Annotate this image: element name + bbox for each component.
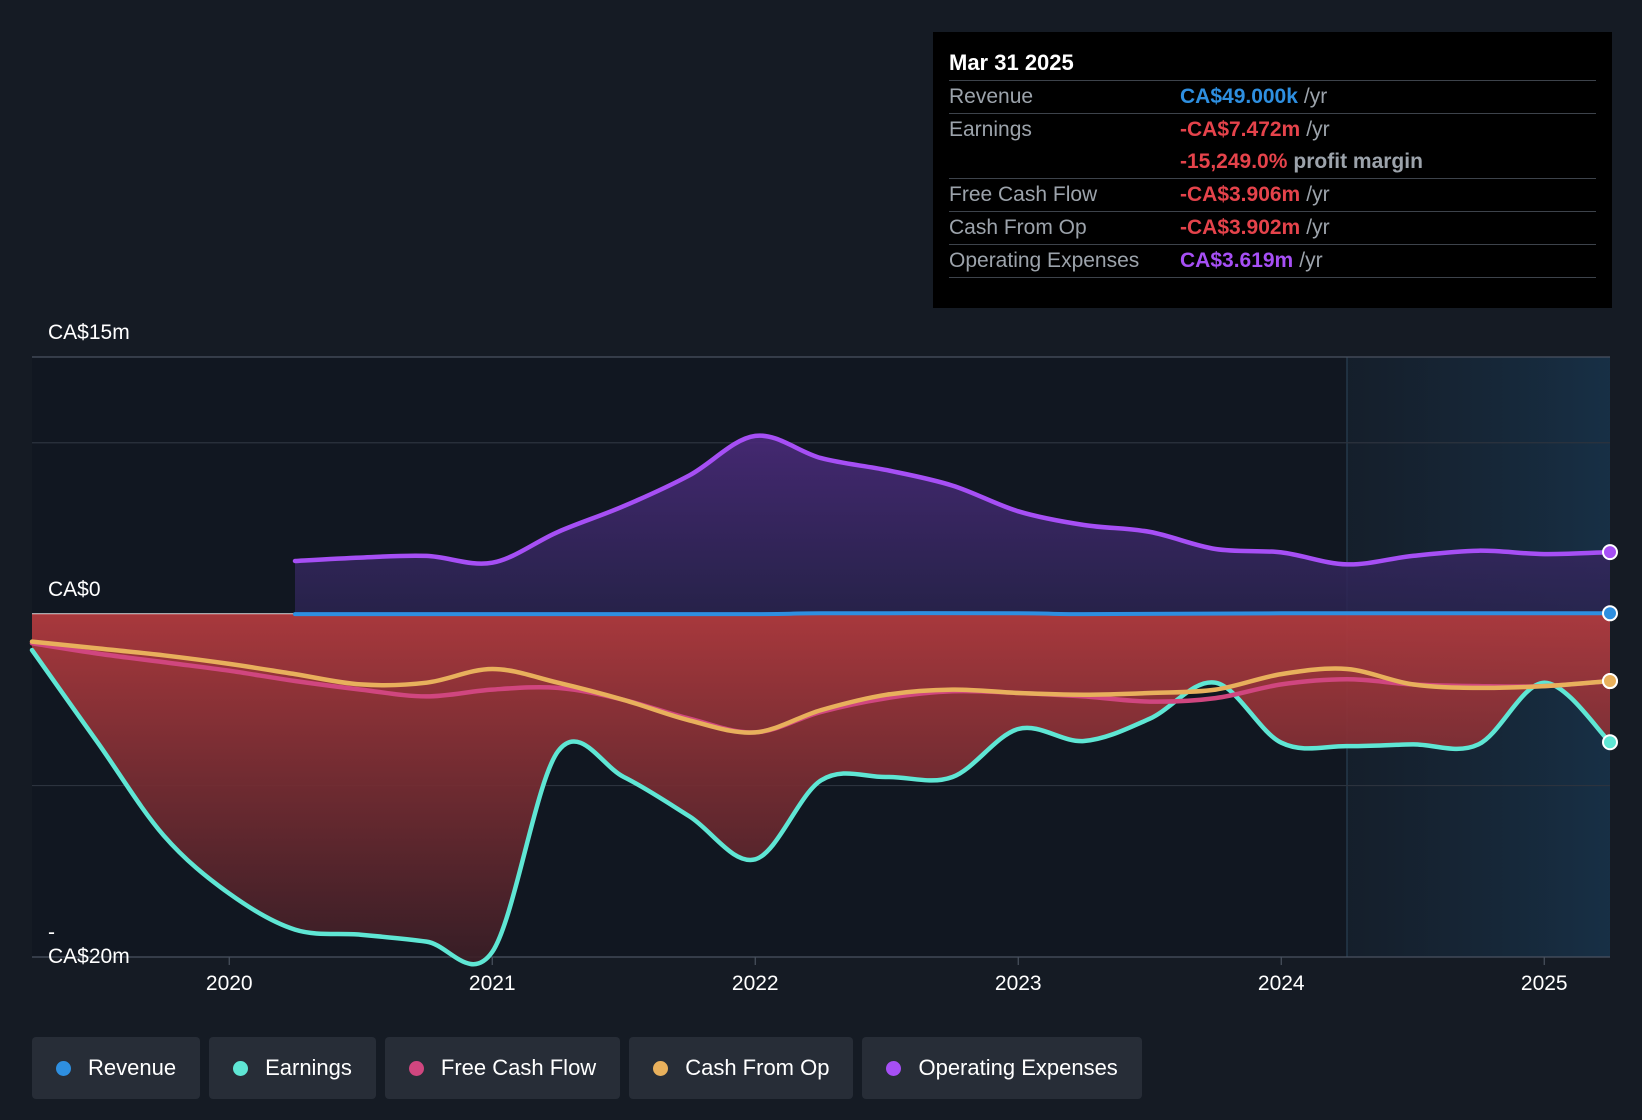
legend-item-cash-from-op[interactable]: Cash From Op [629,1037,854,1099]
legend-dot [653,1060,669,1076]
series-line-cash-from-op [29,639,1613,735]
series-line-operating-expenses [292,433,1613,567]
tooltip-unit: /yr [1306,183,1330,206]
x-tick-label: 2025 [1520,972,1568,995]
tooltip-label [949,146,1180,178]
legend-label: Revenue [88,1055,177,1080]
series-endpoint-cash-from-op [1602,673,1618,690]
legend-dot [56,1060,71,1076]
tooltip-unit: /yr [1303,85,1328,108]
legend-item-earnings[interactable]: Earnings [209,1037,376,1099]
x-tick-label: 2020 [205,972,253,995]
legend-label: Operating Expenses [918,1055,1118,1080]
tooltip-value: -CA$7.472m [1180,118,1301,141]
y-tick-label: CA$0 [48,578,101,602]
operating-expenses-area [295,435,1610,615]
series-endpoint-operating-expenses [1602,544,1618,561]
tooltip-unit: profit margin [1293,150,1423,173]
tooltip-row-earnings: Earnings -CA$7.472m /yr [949,113,1596,146]
legend-label: Earnings [265,1055,352,1080]
tooltip-value: CA$49.000k [1180,85,1298,108]
tooltip-value: -CA$3.906m [1180,183,1301,206]
tooltip-label: Revenue [949,85,1034,108]
legend-item-revenue[interactable]: Revenue [32,1037,201,1099]
tooltip-value: -CA$3.902m [1180,216,1301,239]
tooltip-row-operating-expenses: Operating Expenses CA$3.619m /yr [949,244,1596,277]
series-endpoint-earnings [1602,734,1618,751]
tooltip-value: CA$3.619m [1180,249,1294,272]
series-line-earnings [29,647,1613,967]
series-line-revenue [293,611,1612,617]
tooltip-unit: /yr [1299,249,1323,272]
x-tick-label: 2021 [468,972,516,995]
legend-dot [408,1060,424,1076]
x-tick-label: 2024 [1257,972,1305,995]
tooltip-row-cash-from-op: Cash From Op -CA$3.902m /yr [949,211,1596,244]
earnings-area [32,614,1610,965]
tooltip-row-free-cash-flow: Free Cash Flow -CA$3.906m /yr [949,178,1596,211]
legend-dot [886,1060,902,1076]
tooltip-label: Operating Expenses [949,249,1140,272]
series-endpoint-revenue [1602,605,1618,622]
x-tick-label: 2023 [994,972,1042,995]
tooltip-unit: /yr [1306,216,1330,239]
x-tick-label: 2022 [731,972,779,995]
tooltip-date: Mar 31 2025 [949,50,1074,75]
legend-dot [233,1060,249,1076]
legend: Revenue Earnings Free Cash Flow Cash Fro… [32,1037,1142,1099]
legend-label: Free Cash Flow [440,1055,597,1080]
tooltip-row-revenue: Revenue CA$49.000k /yr [949,80,1596,113]
tooltip-value: -15,249.0% [1180,150,1288,173]
y-tick-label: CA$15m [48,321,130,344]
tooltip-unit: /yr [1306,118,1330,141]
legend-item-operating-expenses[interactable]: Operating Expenses [862,1037,1142,1099]
legend-label: Cash From Op [685,1055,830,1080]
tooltip-label: Earnings [949,118,1032,141]
tooltip-label: Cash From Op [949,216,1087,239]
tooltip: Mar 31 2025 Revenue CA$49.000k /yr Earni… [933,32,1612,308]
tooltip-row-profit-margin: -15,249.0% profit margin [949,146,1596,178]
tooltip-label: Free Cash Flow [949,183,1098,206]
y-tick-label: -CA$20m [48,921,130,968]
tooltip-divider [949,277,1596,278]
legend-item-free-cash-flow[interactable]: Free Cash Flow [384,1037,621,1099]
